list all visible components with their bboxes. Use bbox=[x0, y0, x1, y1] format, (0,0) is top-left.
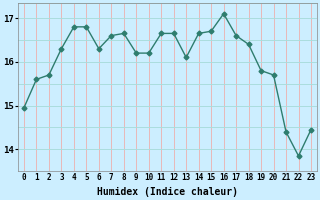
X-axis label: Humidex (Indice chaleur): Humidex (Indice chaleur) bbox=[97, 187, 238, 197]
